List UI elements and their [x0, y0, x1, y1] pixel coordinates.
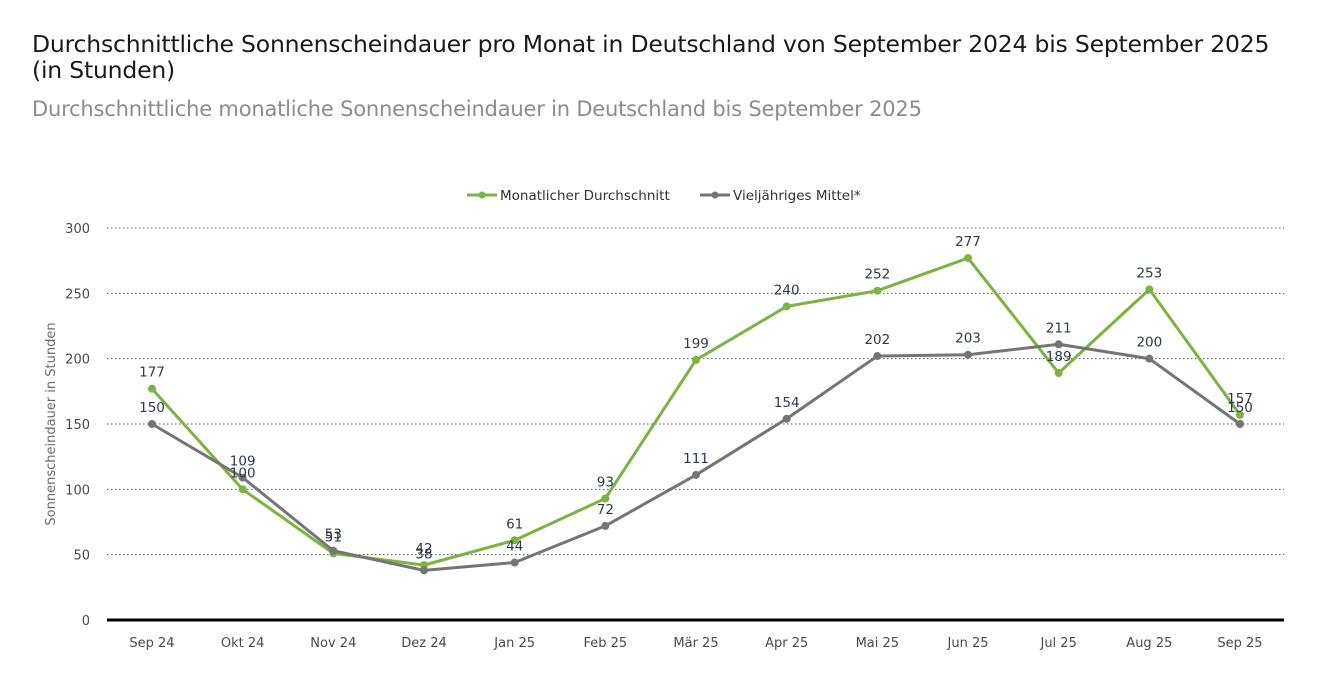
legend-item-1[interactable]: Vieljähriges Mittel* — [700, 188, 861, 204]
data-point[interactable] — [782, 414, 791, 423]
data-point[interactable] — [420, 566, 428, 575]
chart-subtitle: Durchschnittliche monatliche Sonnenschei… — [32, 97, 922, 121]
data-point[interactable] — [601, 494, 610, 503]
y-tick-label: 300 — [65, 222, 90, 237]
data-label: 44 — [506, 539, 523, 555]
data-label: 150 — [1227, 400, 1253, 416]
data-labels: 1771005142619319924025227718925315715010… — [139, 234, 1253, 562]
x-tick-label: Nov 24 — [310, 636, 356, 651]
data-point[interactable] — [1236, 410, 1244, 419]
x-tick-label: Jun 25 — [947, 636, 989, 651]
data-label: 51 — [325, 529, 342, 545]
y-axis-label: Sonnenscheindauer in Stunden — [44, 322, 59, 525]
data-point[interactable] — [782, 302, 791, 311]
data-label: 199 — [683, 336, 709, 352]
data-point[interactable] — [1054, 340, 1063, 349]
chart-title: Durchschnittliche Sonnenscheindauer pro … — [32, 30, 1270, 84]
legend: Monatlicher Durchschnitt Vieljähriges Mi… — [467, 188, 861, 204]
data-label: 211 — [1046, 320, 1072, 336]
data-point[interactable] — [601, 521, 610, 530]
x-tick-label: Mär 25 — [673, 636, 718, 651]
x-tick-label: Apr 25 — [765, 636, 808, 651]
data-label: 253 — [1136, 265, 1162, 281]
y-tick-label: 50 — [73, 549, 90, 564]
x-tick-label: Mai 25 — [856, 636, 899, 651]
legend-item-0[interactable]: Monatlicher Durchschnitt — [467, 188, 670, 204]
data-label: 53 — [325, 527, 342, 543]
x-tick-label: Jul 25 — [1039, 636, 1076, 651]
legend-marker-icon — [711, 191, 719, 199]
x-tick-label: Aug 25 — [1126, 636, 1172, 651]
series-line-0 — [150, 256, 1242, 567]
y-tick-label: 0 — [82, 614, 90, 629]
data-point[interactable] — [692, 355, 700, 364]
data-point[interactable] — [1145, 285, 1154, 294]
gridlines — [107, 227, 1284, 622]
series-lines — [148, 254, 1244, 575]
x-tick-label: Okt 24 — [221, 636, 265, 651]
legend-label: Monatlicher Durchschnitt — [500, 188, 670, 204]
x-tick-label: Feb 25 — [583, 636, 627, 651]
data-point[interactable] — [238, 473, 247, 482]
y-tick-label: 250 — [65, 287, 90, 302]
data-point[interactable] — [964, 350, 972, 359]
data-label: 202 — [864, 332, 890, 348]
data-label: 93 — [597, 474, 614, 490]
x-tick-label: Sep 24 — [129, 636, 174, 651]
data-label: 154 — [774, 395, 800, 411]
data-point[interactable] — [1236, 420, 1244, 428]
data-label: 38 — [415, 546, 432, 562]
legend-label: Vieljähriges Mittel* — [733, 188, 861, 204]
data-point[interactable] — [148, 384, 156, 393]
data-point[interactable] — [873, 352, 882, 361]
legend-marker-icon — [478, 191, 486, 199]
y-tick-label: 150 — [65, 418, 90, 433]
data-point[interactable] — [1054, 369, 1063, 378]
y-tick-label: 100 — [65, 483, 90, 498]
data-point[interactable] — [692, 470, 700, 479]
data-label: 240 — [774, 282, 800, 298]
data-label: 100 — [230, 465, 256, 481]
data-point[interactable] — [1145, 354, 1154, 363]
data-label: 150 — [139, 400, 165, 416]
y-tick-label: 200 — [65, 353, 90, 368]
data-label: 277 — [955, 234, 981, 250]
data-label: 111 — [683, 451, 709, 467]
data-point[interactable] — [510, 558, 519, 567]
x-axis-ticks: Sep 24 Okt 24 Nov 24 Dez 24 Jan 25 Feb 25 Mär … — [129, 636, 1262, 651]
x-tick-label: Dez 24 — [401, 636, 447, 651]
data-label: 72 — [597, 502, 614, 518]
data-label: 177 — [139, 365, 165, 381]
data-label: 189 — [1046, 349, 1072, 365]
data-label: 42 — [415, 541, 432, 557]
data-label: 203 — [955, 331, 981, 347]
data-label: 157 — [1227, 391, 1253, 407]
data-label: 200 — [1136, 335, 1162, 351]
data-point[interactable] — [238, 485, 247, 494]
data-label: 252 — [864, 267, 890, 283]
data-point[interactable] — [148, 420, 156, 428]
y-axis-ticks: 0 50 100 150 200 250 300 — [65, 222, 90, 629]
data-label: 109 — [230, 454, 256, 470]
data-label: 61 — [506, 516, 523, 532]
data-point[interactable] — [329, 546, 338, 555]
data-point[interactable] — [873, 286, 882, 295]
x-tick-label: Sep 25 — [1217, 636, 1262, 651]
x-tick-label: Jan 25 — [493, 636, 535, 651]
data-point[interactable] — [964, 254, 972, 263]
data-point[interactable] — [510, 536, 519, 545]
